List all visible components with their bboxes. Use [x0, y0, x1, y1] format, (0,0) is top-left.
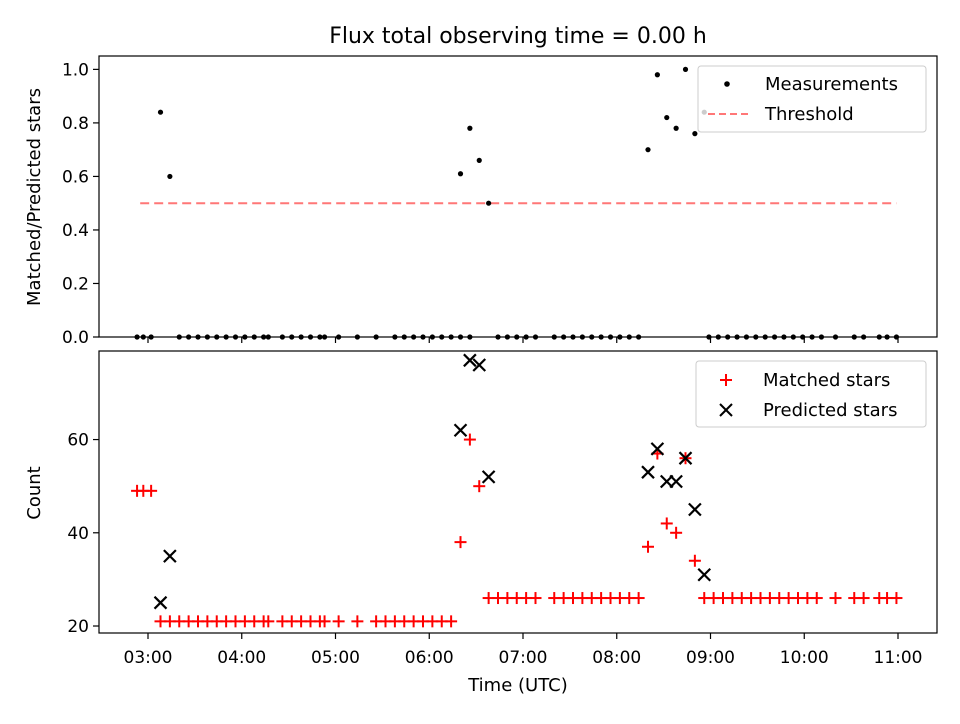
matched-stars-point [332, 615, 345, 628]
matched-stars-point [642, 540, 654, 553]
x-tick-label: 07:00 [499, 648, 548, 668]
matched-stars-point [632, 592, 645, 605]
predicted-stars-legend-marker [719, 403, 733, 417]
top-y-tick-label: 0.6 [62, 167, 89, 187]
x-axis-label: Time (UTC) [467, 675, 568, 696]
predicted-stars-point [688, 502, 702, 517]
x-tick-label: 05:00 [311, 648, 360, 668]
bottom-y-ticks: 20 40 60 [67, 431, 99, 637]
top-legend-box [697, 65, 927, 133]
top-y-tick-label: 0.4 [62, 221, 89, 241]
matched-stars-point [473, 480, 486, 493]
matched-stars-point [829, 592, 842, 605]
x-tick-label: 04:00 [217, 648, 266, 668]
top-y-tick-label: 0.2 [62, 274, 89, 294]
top-y-axis-label: Matched/Predicted stars [24, 88, 45, 306]
top-plot-frame [98, 55, 938, 338]
matched-stars-legend-marker [720, 374, 732, 386]
x-tick-label: 06:00 [405, 648, 454, 668]
matched-stars-series [131, 433, 903, 628]
bottom-panel: Count 20 40 60 03:00 04:00 05:00 06:00 07:00 08… [24, 350, 938, 696]
top-y-tick-label: 0.8 [62, 114, 89, 134]
bottom-legend-box [695, 360, 927, 428]
matched-stars-point [890, 592, 903, 605]
predicted-stars-point [472, 358, 487, 372]
x-tick-label: 11:00 [874, 648, 923, 668]
x-tick-label: 10:00 [780, 648, 829, 668]
matched-stars-point [351, 615, 364, 628]
measurement-point [673, 125, 679, 131]
measurement-point [654, 72, 660, 78]
matched-stars-point [145, 484, 158, 497]
matched-stars-point [445, 615, 458, 628]
matched-stars-point [454, 536, 467, 549]
x-tick-label: 03:00 [124, 648, 173, 668]
measurements-legend-label: Measurements [765, 74, 898, 95]
matched-stars-point [463, 433, 476, 446]
predicted-stars-point [641, 465, 655, 479]
bottom-x-ticks: 03:00 04:00 05:00 06:00 07:00 08:00 09:00 10:00… [124, 633, 923, 668]
predicted-stars-point [163, 549, 177, 563]
measurement-point [457, 171, 464, 177]
measurements-legend-marker [724, 81, 730, 87]
matched-stars-point [688, 554, 701, 567]
chart-title: Flux total observing time = 0.00 h [329, 24, 707, 49]
matched-stars-point [670, 526, 683, 539]
top-y-tick-label: 0.0 [62, 328, 89, 348]
bottom-plot-frame [98, 350, 938, 634]
predicted-stars-point [669, 474, 683, 489]
top-legend: Measurements Threshold [697, 65, 927, 133]
measurement-point [476, 157, 482, 163]
predicted-stars-point [153, 595, 168, 610]
bottom-y-axis-label: Count [24, 466, 45, 519]
predicted-stars-legend-label: Predicted stars [763, 400, 897, 421]
matched-stars-point [857, 592, 870, 605]
threshold-legend-label: Threshold [764, 104, 854, 125]
measurement-point [467, 125, 473, 131]
measurement-point [664, 114, 670, 121]
bottom-y-tick-label: 20 [67, 617, 89, 637]
predicted-stars-series [153, 353, 712, 610]
predicted-stars-point [463, 353, 477, 368]
matched-stars-point [810, 592, 823, 605]
matched-stars-legend-label: Matched stars [763, 370, 890, 391]
predicted-stars-point [453, 423, 468, 438]
measurement-point [486, 200, 492, 206]
predicted-stars-point [481, 470, 496, 484]
x-tick-label: 08:00 [592, 648, 641, 668]
bottom-y-tick-label: 60 [67, 431, 89, 451]
predicted-stars-point [697, 567, 712, 582]
bottom-legend: Matched stars Predicted stars [695, 360, 927, 428]
measurement-point [157, 109, 164, 115]
top-y-tick-label: 1.0 [62, 60, 89, 80]
measurement-point [682, 66, 689, 72]
measurement-point [692, 131, 698, 137]
matched-stars-point [529, 592, 542, 605]
matched-stars-point [262, 615, 275, 628]
top-y-ticks: 0.0 0.2 0.4 0.6 0.8 1.0 [62, 60, 99, 348]
predicted-stars-point [650, 442, 665, 456]
x-tick-label: 09:00 [686, 648, 735, 668]
measurement-point [645, 147, 651, 153]
bottom-y-tick-label: 40 [67, 524, 89, 544]
matched-stars-point [660, 517, 673, 530]
matched-stars-point [318, 615, 331, 628]
top-x-ticks [147, 337, 899, 343]
measurement-point [167, 173, 173, 180]
top-panel: Flux total observing time = 0.00 h Match… [24, 24, 938, 348]
predicted-stars-point [678, 451, 693, 465]
